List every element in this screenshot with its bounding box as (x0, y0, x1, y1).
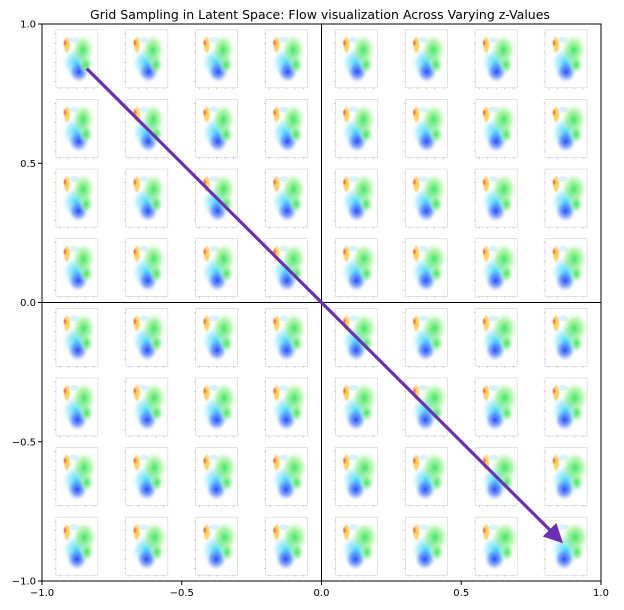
sample-thumbnail (403, 447, 449, 508)
sample-thumbnail (543, 238, 588, 299)
sample-thumbnail (194, 447, 238, 508)
sample-thumbnail (543, 447, 589, 508)
sample-thumbnail (54, 99, 99, 159)
chart-title: Grid Sampling in Latent Space: Flow visu… (90, 7, 550, 22)
sample-thumbnail (543, 516, 590, 577)
sample-thumbnail (54, 447, 99, 508)
sample-thumbnail (333, 29, 378, 90)
sample-thumbnail (333, 99, 378, 159)
sample-thumbnail (124, 29, 169, 90)
sample-thumbnail (264, 516, 308, 577)
sample-thumbnail (124, 168, 169, 229)
sample-thumbnail (124, 447, 169, 508)
sample-thumbnail (124, 516, 169, 577)
y-axis: 1.0 0.5 0.0 −0.5 −1.0 (12, 20, 42, 588)
sample-thumbnail (194, 516, 238, 577)
sample-thumbnail (54, 238, 99, 299)
sample-thumbnail (403, 168, 448, 229)
sample-thumbnail (54, 308, 99, 368)
sample-thumbnail (333, 377, 378, 438)
sample-thumbnail (543, 377, 589, 438)
sample-thumbnail (543, 308, 588, 368)
sample-thumbnail (264, 99, 308, 159)
y-tick-label: 0.0 (20, 298, 36, 309)
sample-thumbnail (194, 168, 238, 229)
sample-thumbnail (473, 308, 518, 368)
sample-thumbnail (403, 238, 448, 299)
sample-thumbnail (403, 308, 448, 368)
sample-thumbnail (473, 99, 518, 159)
sample-thumbnail (124, 238, 169, 299)
latent-sample-grid (54, 29, 590, 577)
sample-thumbnail (194, 238, 238, 299)
x-tick-label: −0.5 (170, 588, 194, 599)
sample-thumbnail (333, 516, 379, 577)
sample-thumbnail (194, 377, 238, 438)
sample-thumbnail (403, 516, 449, 577)
x-tick-label: 1.0 (593, 588, 609, 599)
sample-thumbnail (333, 168, 378, 229)
sample-thumbnail (403, 99, 448, 159)
sample-thumbnail (473, 516, 519, 577)
sample-thumbnail (543, 99, 588, 159)
sample-thumbnail (54, 168, 99, 229)
x-tick-label: −1.0 (30, 588, 54, 599)
y-tick-label: −1.0 (12, 577, 36, 588)
sample-thumbnail (264, 308, 308, 368)
diagonal-arrow (85, 67, 564, 544)
arrow-layer (85, 67, 564, 544)
sample-thumbnail (473, 29, 518, 90)
sample-thumbnail (403, 29, 448, 90)
y-tick-label: −0.5 (12, 437, 36, 448)
sample-thumbnail (543, 168, 588, 229)
sample-thumbnail (333, 308, 378, 368)
sample-thumbnail (264, 447, 308, 508)
x-tick-label: 0.5 (453, 588, 469, 599)
sample-thumbnail (264, 377, 308, 438)
y-tick-label: 1.0 (20, 20, 36, 31)
sample-thumbnail (403, 377, 448, 438)
sample-thumbnail (333, 447, 378, 508)
sample-thumbnail (264, 168, 308, 229)
sample-thumbnail (54, 29, 99, 90)
sample-thumbnail (194, 308, 238, 368)
y-tick-label: 0.5 (20, 159, 36, 170)
sample-thumbnail (194, 29, 238, 90)
x-axis: −1.0 −0.5 0.0 0.5 1.0 (30, 581, 609, 599)
sample-thumbnail (124, 308, 169, 368)
sample-thumbnail (264, 29, 308, 90)
sample-thumbnail (54, 377, 99, 438)
sample-thumbnail (473, 168, 518, 229)
sample-thumbnail (333, 238, 378, 299)
sample-thumbnail (473, 377, 518, 438)
sample-thumbnail (124, 377, 169, 438)
sample-thumbnail (194, 99, 238, 159)
sample-thumbnail (473, 238, 518, 299)
x-tick-label: 0.0 (314, 588, 330, 599)
sample-thumbnail (54, 516, 99, 577)
sample-thumbnail (543, 29, 588, 90)
